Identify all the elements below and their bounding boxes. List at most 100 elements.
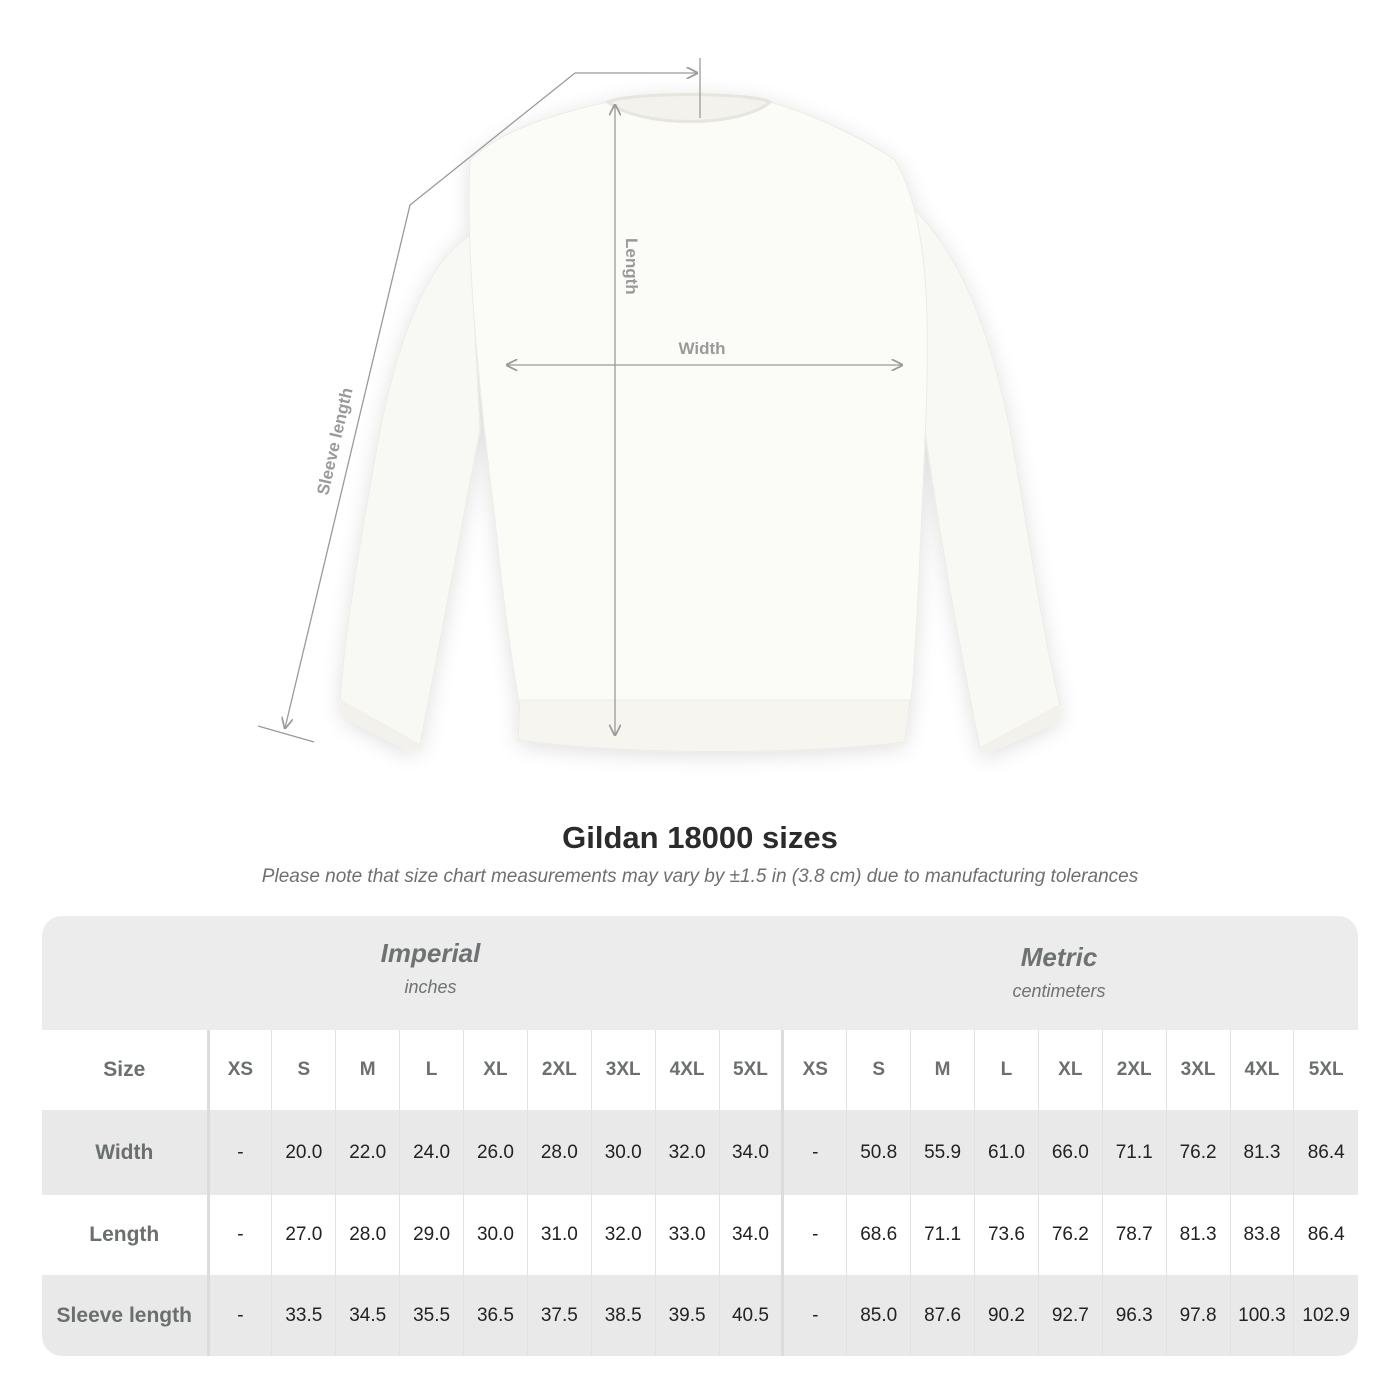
table-row: Length -27.0 28.0 29.0 30.0 31.0 32.0 33.0 34.0-… [42, 1195, 1358, 1275]
metric-size-s: S [846, 1030, 911, 1110]
right-cuff [980, 705, 1060, 755]
imperial-size-2xl: 2XL [526, 1030, 592, 1110]
imperial-cell: 32.0 [654, 1110, 719, 1195]
imperial-cell: 29.0 [399, 1195, 464, 1275]
metric-cell: 87.6 [910, 1275, 975, 1356]
metric-cell: 81.3 [1229, 1110, 1294, 1195]
metric-size-2xl: 2XL [1101, 1030, 1167, 1110]
metric-cell: 96.3 [1101, 1275, 1167, 1356]
imperial-cell: 34.0 [718, 1195, 783, 1275]
imperial-cell: - [207, 1275, 272, 1356]
imperial-cell: 33.0 [654, 1195, 719, 1275]
imperial-cell: 39.5 [654, 1275, 719, 1356]
imperial-size-5xl: 5XL [718, 1030, 783, 1110]
left-sleeve [339, 234, 481, 746]
imperial-cell: 34.5 [335, 1275, 400, 1356]
metric-cell: 55.9 [910, 1110, 975, 1195]
metric-cell: 97.8 [1165, 1275, 1230, 1356]
imperial-size-3xl: 3XL [590, 1030, 656, 1110]
metric-size-xs: XS [781, 1030, 847, 1110]
metric-cell: 68.6 [846, 1195, 911, 1275]
metric-size-4xl: 4XL [1229, 1030, 1294, 1110]
imperial-cell: 35.5 [399, 1275, 464, 1356]
metric-cell: 78.7 [1101, 1195, 1167, 1275]
metric-cell: 61.0 [974, 1110, 1039, 1195]
waistband [517, 699, 911, 752]
imperial-cell: 30.0 [463, 1195, 528, 1275]
imperial-size-xl: XL [463, 1030, 528, 1110]
metric-subtitle: centimeters [1012, 981, 1106, 1001]
imperial-size-xs: XS [207, 1030, 272, 1110]
imperial-cell: 32.0 [590, 1195, 656, 1275]
page-title: Gildan 18000 sizes [562, 820, 838, 855]
metric-cell: 85.0 [846, 1275, 911, 1356]
metric-cell: 73.6 [974, 1195, 1039, 1275]
imperial-cell: 40.5 [718, 1275, 783, 1356]
length-label: Length [622, 238, 641, 295]
imperial-cell: 22.0 [335, 1110, 400, 1195]
metric-cell: 86.4 [1293, 1110, 1358, 1195]
sweatshirt-illustration: Length Width Sleeve length [257, 58, 1061, 755]
row-label: Width [42, 1110, 210, 1195]
imperial-cell: 31.0 [526, 1195, 592, 1275]
imperial-cell: 30.0 [590, 1110, 656, 1195]
imperial-cell: 20.0 [271, 1110, 336, 1195]
table-header-row: Size XS S M L XL 2XL 3XL 4XL 5XL XS S M L XL 2XL 3XL 4XL 5… [42, 1030, 1358, 1110]
size-chart-header: Imperial inches Metric centimeters [42, 916, 1358, 1030]
imperial-cell: 26.0 [463, 1110, 528, 1195]
metric-cell: 81.3 [1165, 1195, 1230, 1275]
width-label: Width [678, 339, 725, 358]
metric-cell: 76.2 [1165, 1110, 1230, 1195]
imperial-heading: Imperial inches [208, 938, 653, 998]
imperial-cell: - [207, 1110, 272, 1195]
imperial-size-4xl: 4XL [654, 1030, 719, 1110]
imperial-cell: 33.5 [271, 1275, 336, 1356]
metric-cell: 90.2 [974, 1275, 1039, 1356]
imperial-cell: 27.0 [271, 1195, 336, 1275]
metric-cell: 71.1 [1101, 1110, 1167, 1195]
imperial-subtitle: inches [404, 977, 457, 997]
imperial-size-s: S [271, 1030, 336, 1110]
sleeve-length-label: Sleeve length [313, 386, 356, 497]
imperial-cell: 36.5 [463, 1275, 528, 1356]
metric-cell: 100.3 [1229, 1275, 1294, 1356]
metric-cell: 50.8 [846, 1110, 911, 1195]
size-header: Size [42, 1030, 210, 1110]
metric-size-3xl: 3XL [1165, 1030, 1230, 1110]
sweatshirt [339, 93, 1061, 755]
imperial-size-m: M [335, 1030, 400, 1110]
metric-cell: 92.7 [1037, 1275, 1103, 1356]
table-row: Width -20.0 22.0 24.0 26.0 28.0 30.0 32.0 34.0-5… [42, 1110, 1358, 1195]
table-row: Sleeve length -33.5 34.5 35.5 36.5 37.5 38.5 39… [42, 1275, 1358, 1356]
tolerance-note: Please note that size chart measurements… [261, 866, 1139, 887]
imperial-title: Imperial [380, 938, 481, 968]
metric-size-5xl: 5XL [1293, 1030, 1358, 1110]
metric-title: Metric [1020, 942, 1098, 972]
size-chart: Imperial inches Metric centimeters Size X… [42, 916, 1358, 1356]
imperial-cell: - [207, 1195, 272, 1275]
metric-size-m: M [910, 1030, 975, 1110]
metric-cell: - [781, 1195, 847, 1275]
imperial-cell: 34.0 [718, 1110, 783, 1195]
metric-heading: Metric centimeters [784, 942, 1334, 1002]
row-label: Length [42, 1195, 210, 1275]
metric-cell: 102.9 [1293, 1275, 1358, 1356]
metric-cell: 83.8 [1229, 1195, 1294, 1275]
imperial-cell: 28.0 [335, 1195, 400, 1275]
imperial-cell: 28.0 [526, 1110, 592, 1195]
metric-size-l: L [974, 1030, 1039, 1110]
imperial-cell: 37.5 [526, 1275, 592, 1356]
metric-cell: 86.4 [1293, 1195, 1358, 1275]
sleeve-measurement [257, 58, 701, 743]
body [468, 101, 928, 711]
metric-size-xl: XL [1037, 1030, 1103, 1110]
metric-cell: 66.0 [1037, 1110, 1103, 1195]
imperial-cell: 24.0 [399, 1110, 464, 1195]
metric-cell: - [781, 1110, 847, 1195]
right-sleeve [904, 198, 1061, 749]
metric-cell: 76.2 [1037, 1195, 1103, 1275]
imperial-size-l: L [399, 1030, 464, 1110]
metric-cell: 71.1 [910, 1195, 975, 1275]
size-table: Size XS S M L XL 2XL 3XL 4XL 5XL XS S M L XL 2XL 3XL 4XL 5… [42, 1030, 1358, 1356]
metric-cell: - [781, 1275, 847, 1356]
